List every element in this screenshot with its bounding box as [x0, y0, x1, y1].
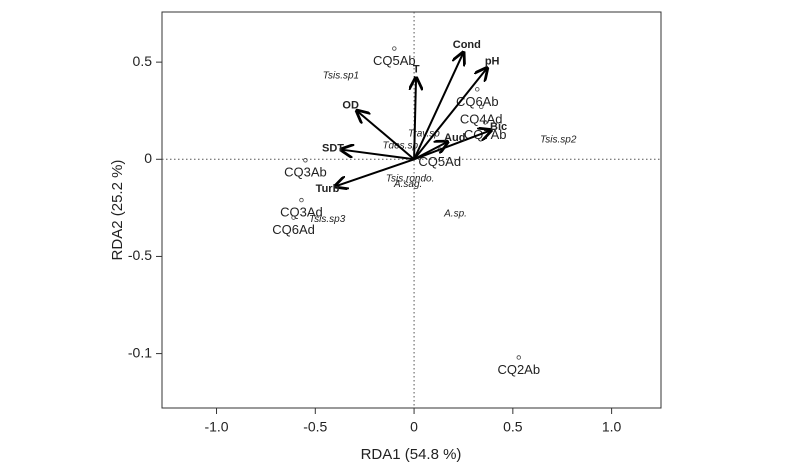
env-label: Aud — [444, 132, 465, 144]
env-label: Bic — [490, 121, 507, 133]
env-arrow — [413, 68, 487, 160]
plot-frame — [161, 11, 662, 409]
env-arrow — [335, 158, 415, 186]
species-label: A.sp. — [443, 208, 467, 219]
y-tick-label: -0.1 — [128, 344, 152, 360]
site-label: CQ4Ad — [460, 111, 503, 126]
y-axis-label: RDA2 (25.2 %) — [109, 160, 126, 261]
x-tick-label: -1.0 — [204, 419, 228, 435]
x-tick-label: 1.0 — [602, 419, 622, 435]
species-label: Tdes.sp — [382, 140, 418, 151]
site-point — [516, 355, 521, 360]
env-arrow — [341, 150, 415, 161]
site-label: CQ5Ab — [373, 53, 416, 68]
site-point — [303, 158, 308, 163]
species-label: Tsis.rondo. — [386, 173, 435, 184]
env-label: T — [413, 64, 420, 76]
env-arrow — [414, 78, 416, 160]
env-label: SDT — [322, 142, 344, 154]
site-point — [479, 104, 484, 110]
species-label: Tsis.sp2 — [540, 134, 577, 145]
env-label: Cond — [453, 39, 481, 51]
site-label: CQ6Ad — [272, 222, 315, 237]
species-label: A.sag. — [393, 179, 422, 190]
site-label: CQ6Ab — [456, 94, 499, 109]
site-label: CQ5Ad — [418, 154, 461, 169]
species-label: Trav.sp — [408, 129, 440, 140]
site-point — [392, 46, 397, 51]
site-label: CQ3Ad — [280, 205, 323, 220]
x-axis-label: RDA1 (54.8 %) — [361, 446, 462, 463]
env-label: Turb — [316, 183, 340, 195]
x-tick-label: -0.5 — [303, 419, 327, 435]
y-tick-label: 0.5 — [133, 53, 153, 69]
site-point — [482, 120, 488, 125]
env-label: OD — [342, 99, 359, 111]
species-label: Tsis.sp1 — [323, 70, 359, 81]
env-arrow — [413, 130, 491, 161]
y-tick-label: -0.5 — [128, 247, 152, 263]
site-point — [299, 197, 304, 203]
env-arrow — [413, 142, 448, 161]
species-label: Tsis.sp3 — [309, 214, 346, 225]
site-label: CQ3Ab — [284, 165, 327, 180]
site-point — [291, 215, 296, 220]
site-label: CQ2Ab — [497, 362, 540, 377]
env-label: pH — [485, 56, 500, 68]
x-tick-label: 0.5 — [503, 419, 523, 435]
site-point — [475, 87, 480, 92]
y-tick-label: 0 — [144, 150, 152, 166]
env-arrow — [357, 111, 415, 161]
env-arrow — [413, 52, 463, 160]
x-tick-label: 0 — [410, 419, 418, 435]
